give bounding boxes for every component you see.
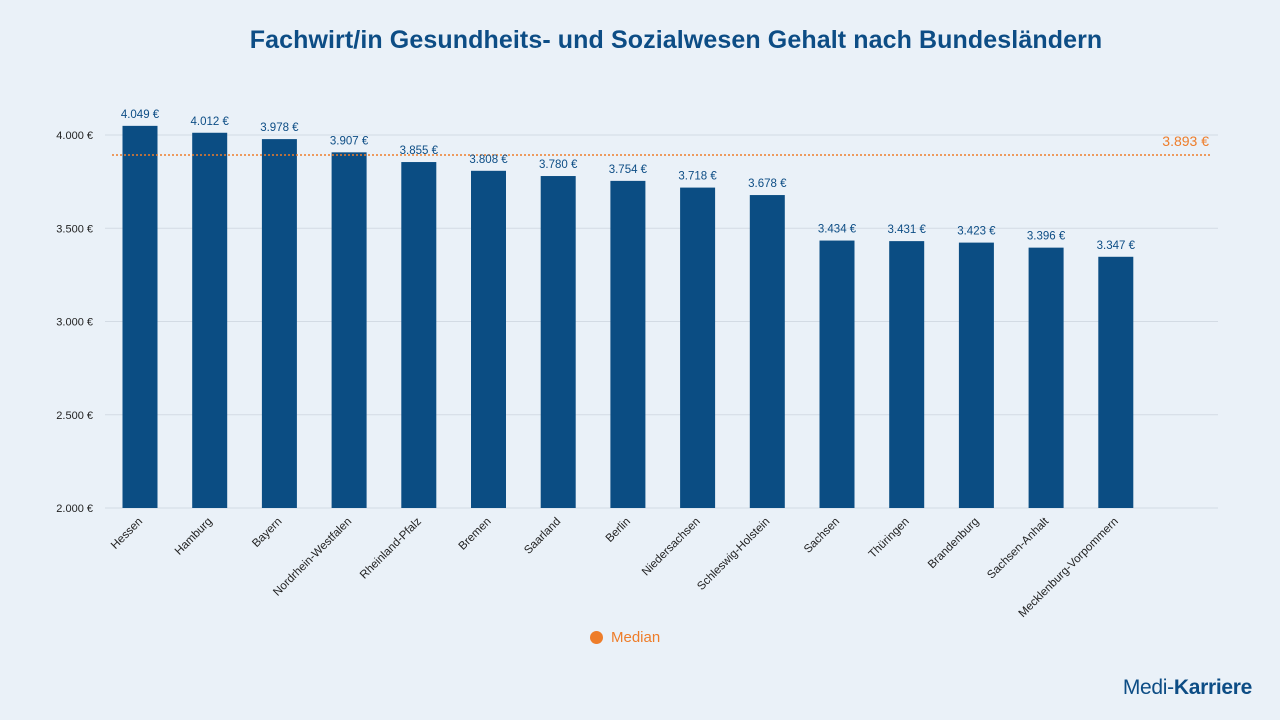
bar-value-label: 3.754 € <box>609 164 648 176</box>
bar <box>471 170 506 509</box>
bar-value-label: 3.907 € <box>330 135 369 147</box>
bar <box>610 180 646 508</box>
bar <box>261 139 297 508</box>
bar <box>1098 256 1134 508</box>
bars <box>122 125 1134 509</box>
y-tick-label: 2.000 € <box>56 503 93 515</box>
bar <box>401 162 437 509</box>
legend: Median <box>590 629 660 646</box>
bar-value-label: 3.431 € <box>888 224 927 236</box>
bar <box>680 187 716 508</box>
bar <box>192 132 228 508</box>
bar-value-label: 3.434 € <box>818 224 857 236</box>
x-category-label: Rheinland-Pfalz <box>358 515 424 581</box>
bar-value-label: 4.049 € <box>121 109 160 121</box>
x-category-label: Bayern <box>250 516 284 550</box>
bar-value-label: 3.396 € <box>1027 231 1066 243</box>
bar <box>331 152 367 509</box>
bar-value-labels: 4.049 € 4.012 € 3.978 € 3.907 € 3.855 € 3.808… <box>121 109 1136 252</box>
y-tick-label: 4.000 € <box>56 130 93 142</box>
bar-value-label: 3.780 € <box>539 159 578 171</box>
x-category-label: Thüringen <box>867 516 912 561</box>
bar <box>540 176 576 508</box>
x-category-label: Schleswig-Holstein <box>695 516 772 593</box>
x-category-label: Brandenburg <box>926 516 982 572</box>
bar-value-label: 3.978 € <box>260 122 299 134</box>
x-category-label: Saarland <box>522 516 563 557</box>
y-tick-label: 2.500 € <box>56 410 93 422</box>
bar-value-label: 3.855 € <box>400 145 439 157</box>
x-category-label: Bremen <box>457 516 494 553</box>
x-category-label: Hamburg <box>173 516 215 558</box>
y-tick-label: 3.500 € <box>56 223 93 235</box>
x-category-label: Sachsen <box>802 516 842 556</box>
bar <box>122 125 158 508</box>
bar <box>889 241 925 508</box>
bar-value-label: 3.423 € <box>957 226 996 238</box>
legend-median-label: Median <box>611 629 661 646</box>
median-line-group: 3.893 € <box>112 133 1210 156</box>
bar <box>749 195 785 509</box>
bar <box>1028 247 1064 508</box>
brand-part1: Medi- <box>1122 676 1174 699</box>
x-category-label: Sachsen-Anhalt <box>985 515 1051 581</box>
median-value-label: 3.893 € <box>1162 133 1209 149</box>
bar <box>819 240 855 508</box>
bar-value-label: 3.678 € <box>748 178 787 190</box>
brand-logo: Medi-Karriere <box>1123 676 1252 700</box>
chart-title: Fachwirt/in Gesundheits- und Sozialwesen… <box>249 26 1103 54</box>
y-tick-label: 3.000 € <box>56 317 93 329</box>
bar-value-label: 3.718 € <box>678 171 717 183</box>
bar-value-label: 3.808 € <box>469 154 508 166</box>
x-category-label: Berlin <box>604 516 633 545</box>
bar-value-label: 4.012 € <box>191 116 230 128</box>
y-axis-ticks: 2.000 € 2.500 € 3.000 € 3.500 € 4.000 € <box>56 130 93 515</box>
bar <box>958 242 994 508</box>
legend-median-marker <box>590 631 603 644</box>
x-category-label: Niedersachsen <box>640 516 703 579</box>
brand-part2: Karriere <box>1173 676 1252 699</box>
x-category-label: Nordrhein-Westfalen <box>271 516 354 599</box>
x-category-label: Hessen <box>109 516 145 552</box>
bar-value-label: 3.347 € <box>1097 240 1136 252</box>
